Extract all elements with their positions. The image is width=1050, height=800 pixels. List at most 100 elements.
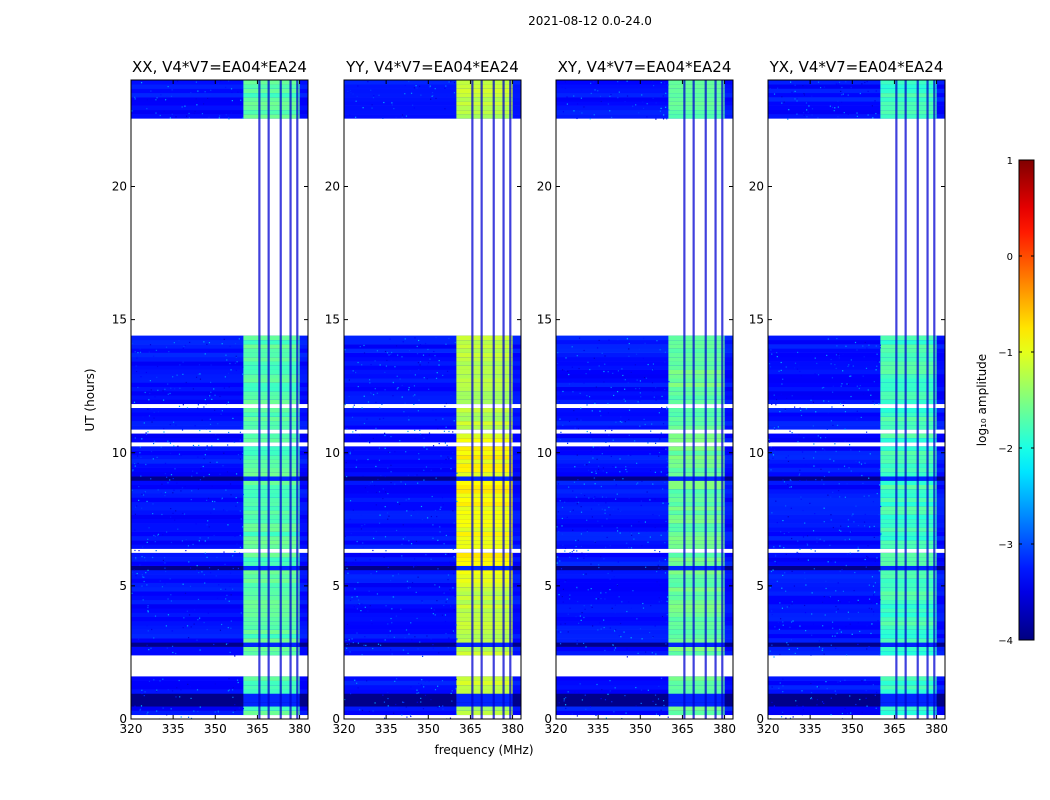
heatmap-band-cell (456, 561, 513, 566)
heatmap-row (131, 599, 308, 605)
heatmap-row (556, 484, 733, 490)
heatmap-band-cell (880, 493, 937, 498)
heatmap-band-cell (456, 676, 513, 681)
colorbar (1018, 159, 1035, 641)
heatmap-band-cell (243, 701, 300, 707)
heatmap-row (768, 552, 945, 558)
heatmap-band-cell (880, 638, 937, 643)
heatmap-band-cell (880, 697, 937, 703)
heatmap-row (344, 339, 521, 345)
heatmap-band-cell (668, 616, 725, 622)
heatmap-band-cell (243, 365, 300, 370)
heatmap-row (131, 646, 308, 652)
heatmap-row (556, 420, 733, 426)
heatmap-band-cell (880, 552, 937, 558)
heatmap-row (768, 608, 945, 613)
heatmap-band-cell (668, 420, 725, 426)
heatmap-band-cell (243, 476, 300, 481)
heatmap-row (768, 369, 945, 375)
heatmap-band-cell (243, 80, 300, 85)
heatmap-row (131, 484, 308, 490)
heatmap-row (768, 420, 945, 426)
y-tick-label: 15 (749, 313, 764, 327)
x-tick-label: 320 (545, 722, 568, 736)
heatmap-band-cell (456, 399, 513, 405)
heatmap-row (556, 382, 733, 388)
heatmap-row (131, 697, 308, 703)
heatmap-row (556, 386, 733, 392)
heatmap-band-cell (243, 352, 300, 358)
heatmap-row (131, 378, 308, 383)
heatmap-band-cell (668, 510, 725, 515)
heatmap-row (768, 88, 945, 94)
heatmap-row (344, 484, 521, 490)
heatmap-band-cell (880, 540, 937, 545)
heatmap-row (344, 80, 521, 85)
heatmap-row (131, 395, 308, 400)
heatmap-row (131, 105, 308, 111)
heatmap-row (556, 595, 733, 601)
heatmap-row (556, 488, 733, 494)
heatmap-row (556, 450, 733, 456)
heatmap-row (556, 399, 733, 405)
heatmap-row (344, 335, 521, 341)
heatmap-row (131, 446, 308, 451)
heatmap-row (131, 416, 308, 422)
heatmap-row (344, 390, 521, 396)
heatmap-row (556, 471, 733, 477)
x-tick-label: 380 (925, 722, 948, 736)
colorbar-tick-label: 0 (1007, 252, 1013, 263)
heatmap-band-cell (880, 109, 937, 115)
heatmap-band-cell (668, 344, 725, 349)
heatmap-band-cell (880, 591, 937, 596)
heatmap-row (556, 697, 733, 703)
heatmap-row (768, 689, 945, 694)
heatmap-band-cell (456, 493, 513, 498)
heatmap-row (344, 527, 521, 532)
heatmap-row (344, 676, 521, 681)
heatmap-band-cell (243, 480, 300, 485)
heatmap-band-cell (668, 105, 725, 111)
heatmap-band-cell (668, 373, 725, 379)
heatmap-band-cell (880, 693, 937, 698)
heatmap-band-cell (880, 544, 937, 549)
heatmap-row (556, 395, 733, 400)
y-tick-label: 20 (537, 180, 552, 194)
heatmap-band-cell (243, 565, 300, 571)
heatmap-band-cell (456, 565, 513, 571)
heatmap-band-cell (668, 706, 725, 711)
heatmap-band-cell (456, 446, 513, 451)
heatmap-row (768, 433, 945, 439)
heatmap-row (556, 706, 733, 711)
heatmap-row (344, 599, 521, 605)
heatmap-row (768, 335, 945, 341)
heatmap-band-cell (668, 497, 725, 503)
heatmap-row (556, 599, 733, 605)
heatmap-row (131, 373, 308, 379)
heatmap-row (131, 412, 308, 417)
heatmap-band-cell (456, 497, 513, 503)
heatmap-row (131, 638, 308, 643)
heatmap-band-cell (456, 591, 513, 596)
heatmap-row (556, 493, 733, 498)
heatmap-band-cell (456, 382, 513, 388)
heatmap-band-cell (880, 395, 937, 400)
heatmap-band-cell (668, 114, 725, 119)
heatmap-row (556, 446, 733, 451)
heatmap-band-cell (880, 612, 937, 618)
heatmap-band-cell (880, 446, 937, 451)
heatmap-row (131, 369, 308, 375)
heatmap-row (344, 476, 521, 481)
heatmap-band-cell (456, 616, 513, 622)
heatmap-row (556, 612, 733, 618)
x-tick-label: 350 (841, 722, 864, 736)
heatmap-row (556, 582, 733, 588)
heatmap-row (131, 676, 308, 681)
heatmap-row (344, 114, 521, 119)
heatmap-band-cell (880, 425, 937, 430)
y-tick-label: 5 (544, 579, 552, 593)
heatmap-row (344, 88, 521, 94)
heatmap-row (768, 80, 945, 85)
heatmap-band-cell (456, 684, 513, 690)
